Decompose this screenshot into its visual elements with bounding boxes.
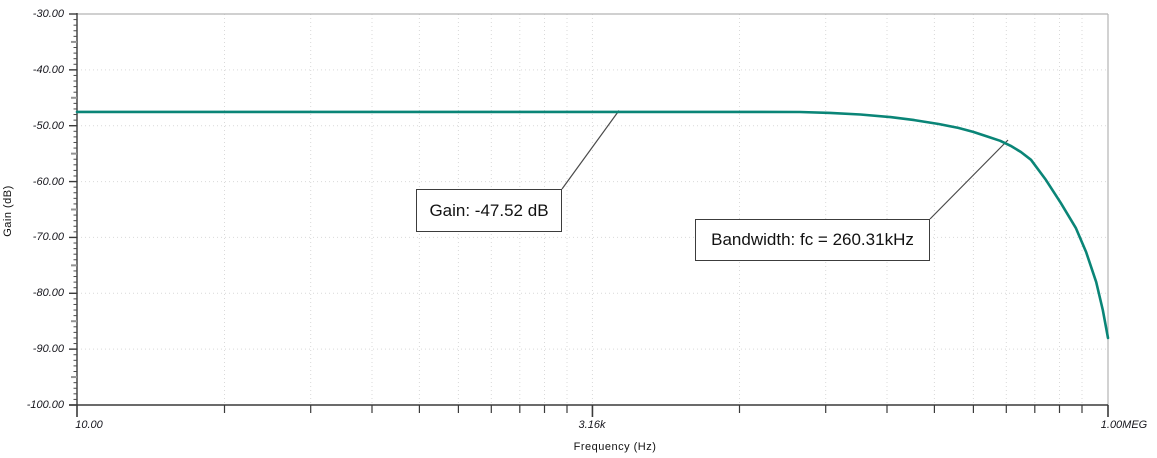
bandwidth-annotation-label: Bandwidth: fc = 260.31kHz	[711, 230, 914, 249]
bandwidth-leader-line	[929, 139, 1009, 220]
y-tick-label: -30.00	[32, 8, 64, 20]
gain-annotation-box[interactable]: Gain: -47.52 dB	[416, 189, 562, 232]
gain-annotation-label: Gain: -47.52 dB	[429, 200, 549, 220]
x-tick-label: 1.00MEG	[1100, 419, 1148, 431]
y-tick-label: -100.00	[26, 399, 64, 411]
y-tick-label: -80.00	[32, 287, 64, 300]
y-tick-label: -40.00	[32, 63, 64, 76]
y-tick-label: -70.00	[32, 231, 64, 244]
bandwidth-annotation-box[interactable]: Bandwidth: fc = 260.31kHz	[695, 219, 930, 261]
x-tick-label: 10.00	[75, 419, 103, 431]
y-tick-label: -60.00	[32, 175, 64, 188]
x-tick-label: 3.16k	[578, 419, 606, 431]
y-tick-label: -50.00	[32, 119, 64, 132]
gain-curve[interactable]	[75, 110, 1110, 340]
gain-leader-line	[561, 110, 620, 190]
x-axis-title: Frequency (Hz)	[573, 441, 657, 453]
y-tick-label: -90.00	[32, 343, 64, 356]
y-axis-title: Gain (dB)	[2, 185, 14, 237]
